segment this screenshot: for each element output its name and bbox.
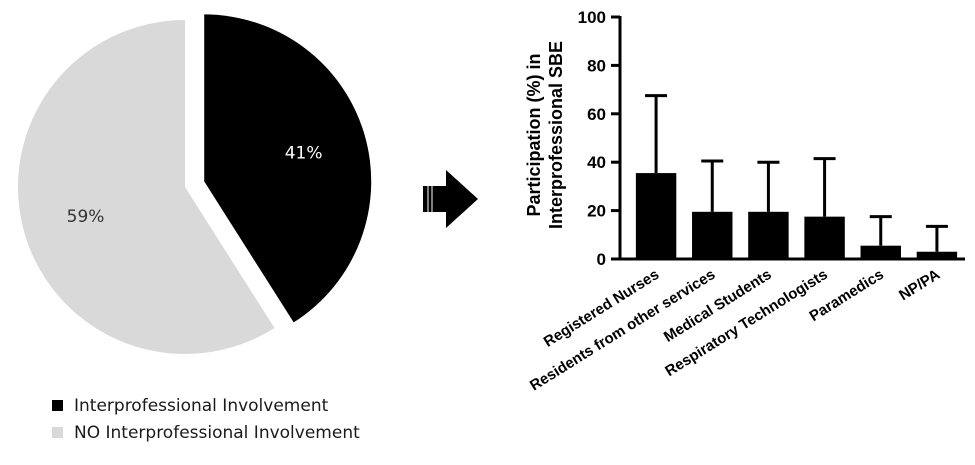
legend: Interprofessional Involvement NO Interpr… (52, 392, 360, 446)
bar (860, 245, 901, 259)
y-axis-title-line1: Participation (%) in (524, 53, 544, 216)
y-axis-title-line2: Interprofessional SBE (546, 41, 566, 229)
bar (692, 211, 733, 259)
y-tick-label: 40 (587, 153, 606, 172)
bar (635, 173, 677, 259)
bar (804, 216, 845, 259)
bar (748, 211, 789, 259)
bar-chart: Participation (%) in Interprofessional S… (524, 8, 965, 394)
y-tick-label: 60 (587, 105, 606, 124)
legend-label: NO Interprofessional Involvement (74, 422, 360, 443)
legend-item: NO Interprofessional Involvement (52, 419, 360, 446)
pie-slice (18, 20, 275, 354)
pie-slice-label: 59% (67, 207, 105, 227)
y-tick-label: 80 (587, 56, 606, 75)
legend-swatch (52, 427, 63, 438)
pie-chart: 41% 59% (18, 14, 372, 354)
y-tick-label: 100 (578, 8, 606, 27)
legend-label: Interprofessional Involvement (74, 395, 329, 416)
legend-item: Interprofessional Involvement (52, 392, 360, 419)
pie-slice-label: 41% (285, 144, 323, 164)
y-tick-label: 0 (597, 250, 606, 269)
y-tick-label: 20 (587, 202, 606, 221)
bar (916, 251, 958, 259)
pie-slice (204, 14, 372, 323)
legend-swatch (52, 400, 63, 411)
right-arrow-icon (423, 170, 478, 228)
x-tick-label: NP/PA (896, 266, 943, 304)
